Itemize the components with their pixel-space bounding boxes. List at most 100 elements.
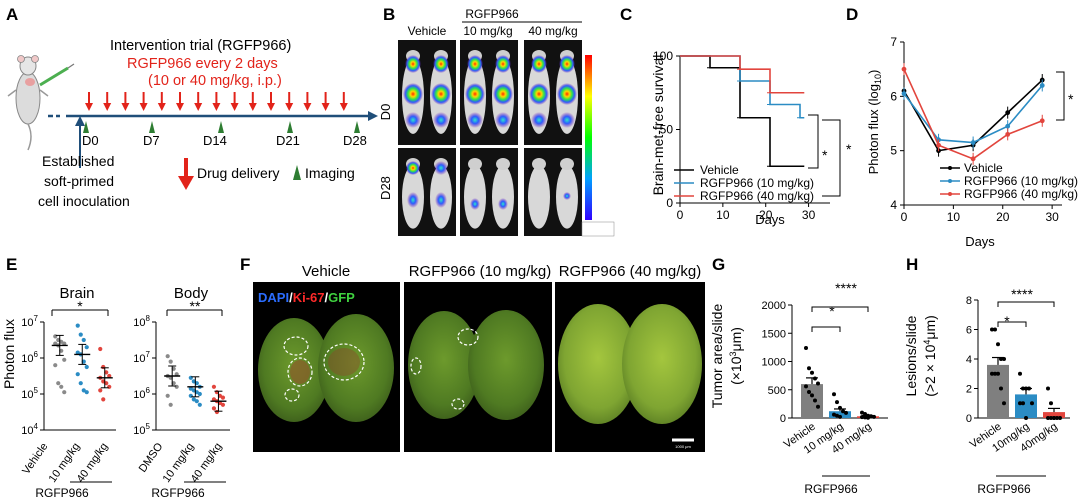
day-label-d21: D21 bbox=[276, 133, 300, 148]
panel-b-col-vehicle: Vehicle bbox=[408, 24, 447, 38]
y-tick-label: 1000 bbox=[762, 357, 786, 369]
mouse-silhouette bbox=[464, 165, 486, 229]
imaging-markers bbox=[83, 121, 360, 133]
scatter-point bbox=[1030, 401, 1034, 406]
y-tick-label: 2 bbox=[966, 384, 972, 396]
brain-section-vehicle bbox=[258, 314, 394, 422]
scatter-point bbox=[174, 372, 179, 377]
scatter-point bbox=[1049, 416, 1053, 420]
drug-delivery-legend-icon bbox=[178, 158, 194, 190]
scatter-point bbox=[1052, 416, 1056, 420]
sig-bracket bbox=[811, 326, 841, 332]
scatter-point bbox=[220, 402, 226, 407]
panel-a-title: Intervention trial (RGFP966) bbox=[110, 38, 291, 54]
bar bbox=[1015, 394, 1037, 418]
panel-c-xlabel: Days bbox=[755, 212, 785, 227]
panel-h-group: RGFP966 bbox=[977, 482, 1031, 496]
panel-c-sig-2: * bbox=[846, 141, 852, 157]
syringe-icon bbox=[39, 63, 75, 87]
signal-spot bbox=[498, 198, 508, 210]
stain-label: DAPI/Ki-67/GFP bbox=[258, 290, 355, 305]
data-point bbox=[1005, 110, 1011, 116]
y-tick-label: 0 bbox=[666, 196, 673, 210]
scatter-point bbox=[1058, 416, 1062, 420]
body-photon-flux-chart: 105 106 107 108 bbox=[133, 314, 230, 437]
panel-e-brain-sig: * bbox=[77, 298, 83, 314]
scatter-point bbox=[59, 384, 64, 389]
y-tick-label: 4 bbox=[890, 198, 897, 212]
brain-section-40 bbox=[558, 304, 702, 424]
data-point bbox=[970, 140, 976, 145]
scatter-point bbox=[194, 399, 199, 404]
scatter-point bbox=[75, 323, 80, 328]
drug-arrowhead bbox=[212, 103, 221, 111]
y-tick-label: 0 bbox=[780, 413, 786, 425]
drug-arrowhead bbox=[248, 103, 257, 111]
scatter-point bbox=[835, 413, 839, 418]
panel-b: B RGFP966 Vehicle 10 mg/kg 40 mg/kg D0 D… bbox=[378, 5, 615, 237]
scatter-point bbox=[810, 393, 814, 398]
panel-d-legend-40: RGFP966 (40 mg/kg) bbox=[964, 187, 1078, 201]
data-point bbox=[1005, 131, 1011, 137]
drug-arrowhead bbox=[339, 103, 348, 111]
day-label-d0: D0 bbox=[82, 133, 99, 148]
data-point bbox=[1039, 118, 1045, 124]
panel-c-sig-1: * bbox=[822, 147, 828, 163]
series-line bbox=[680, 55, 805, 94]
signal-spot bbox=[470, 198, 480, 210]
scatter-point bbox=[804, 384, 808, 389]
mouse-silhouette bbox=[528, 165, 550, 229]
scatter-point bbox=[98, 388, 103, 393]
scatter-point bbox=[56, 381, 61, 386]
signal-spot bbox=[435, 192, 447, 208]
legend-vehicle: Vehicle bbox=[700, 163, 739, 177]
panel-d-letter: D bbox=[846, 5, 858, 24]
legend-imaging: Imaging bbox=[305, 165, 355, 181]
day-label-d14: D14 bbox=[203, 133, 227, 148]
drug-arrowhead bbox=[139, 103, 148, 111]
scatter-point bbox=[990, 371, 994, 376]
survival-chart: 0 10 20 30 0 50 100 bbox=[653, 49, 830, 222]
scatter-point bbox=[996, 371, 1000, 376]
mouse-head bbox=[560, 158, 574, 170]
signal-spot bbox=[467, 55, 483, 73]
scatter-point bbox=[1021, 401, 1025, 406]
scatter-point bbox=[838, 414, 842, 419]
x-tick-label: 20 bbox=[996, 210, 1010, 224]
y-tick-label: 105 bbox=[133, 422, 150, 437]
panel-f-header-vehicle: Vehicle bbox=[302, 263, 350, 280]
imaging-legend-icon bbox=[293, 165, 301, 180]
y-tick-label: 500 bbox=[768, 385, 786, 397]
drug-arrowhead bbox=[230, 103, 239, 111]
panel-c: C Brain-met-free survival Days 0 10 20 30 0 5… bbox=[620, 5, 852, 227]
y-tick-label: 0 bbox=[966, 413, 972, 425]
scatter-point bbox=[98, 346, 103, 352]
scatter-point bbox=[872, 414, 876, 419]
drug-arrowhead bbox=[267, 103, 275, 111]
data-point bbox=[1005, 123, 1011, 129]
scatter-point bbox=[999, 386, 1003, 391]
x-tick-label: 0 bbox=[677, 208, 684, 222]
legend-40: RGFP966 (40 mg/kg) bbox=[700, 189, 814, 203]
panel-d-legend-10: RGFP966 (10 mg/kg) bbox=[964, 174, 1078, 188]
panel-d: D Photon flux (log10) Days 0 10 20 30 4 5 6 7 V… bbox=[846, 5, 1078, 249]
scatter-point bbox=[863, 415, 867, 420]
panel-b-row-d28: D28 bbox=[378, 176, 393, 200]
panel-g: G Tumor area/slide (×103μm) 0 500 1000 1500… bbox=[709, 255, 888, 496]
imaging-triangle bbox=[83, 121, 89, 133]
scatter-point bbox=[863, 412, 867, 417]
scatter-point bbox=[844, 410, 848, 415]
panel-a-regimen: RGFP966 every 2 days bbox=[127, 56, 278, 72]
signal-spot bbox=[405, 55, 421, 73]
scatter-point bbox=[1024, 386, 1028, 391]
scatter-point bbox=[1024, 416, 1028, 420]
y-tick-label: 108 bbox=[133, 314, 150, 329]
panel-d-legend-vehicle: Vehicle bbox=[964, 161, 1003, 175]
scatter-point bbox=[220, 395, 226, 400]
scatter-point bbox=[993, 371, 997, 376]
scatter-point bbox=[1046, 386, 1050, 391]
sig-bracket bbox=[997, 321, 1027, 327]
panel-d-ylabel: Photon flux (log10) bbox=[866, 70, 883, 175]
